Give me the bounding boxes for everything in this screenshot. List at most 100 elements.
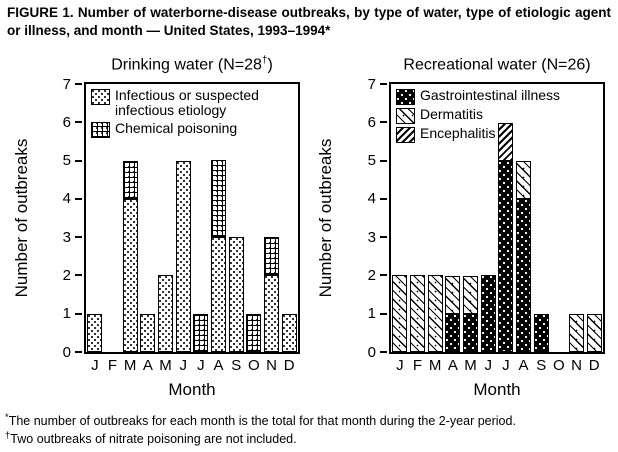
bar-segment-gi (498, 161, 514, 352)
plot-area: Infectious or suspected infectious etiol… (84, 82, 300, 354)
x-tick-label: N (571, 357, 582, 374)
bar-segment-gi (516, 199, 531, 352)
bar (122, 161, 138, 352)
x-tick-label: S (536, 357, 547, 374)
bar (193, 314, 209, 352)
legend-label: Encephalitis (420, 125, 496, 141)
x-tick-label: A (447, 357, 458, 374)
y-tick-mark (380, 312, 387, 315)
bar (533, 314, 549, 352)
x-tick-label: O (248, 357, 260, 374)
bar-segment-dermatitis (445, 276, 461, 314)
bar-segment-infectious (87, 314, 103, 352)
bar-segment-dermatitis (569, 314, 584, 352)
bar (392, 275, 408, 352)
bar-segment-infectious (228, 237, 244, 352)
y-tick-mark (75, 121, 82, 124)
legend-item: Chemical poisoning (91, 120, 287, 138)
y-tick-label: 7 (367, 75, 376, 93)
x-tick-label: M (464, 357, 477, 374)
bar-segment-chemical (193, 314, 209, 352)
y-tick-label: 6 (62, 113, 71, 131)
x-tick-label: F (107, 357, 118, 374)
x-tick-label: D (588, 357, 600, 374)
x-tick-label: A (142, 357, 153, 374)
bar (480, 275, 496, 352)
y-tick: 1 (36, 305, 82, 323)
legend-swatch-infectious (91, 89, 110, 105)
y-tick: 6 (341, 113, 387, 131)
chart-title-text: ) (585, 56, 591, 74)
bar-segment-gi (480, 275, 496, 352)
y-tick-mark (75, 197, 82, 200)
bar (516, 161, 531, 352)
x-tick-label: A (213, 357, 224, 374)
legend-label: Dermatitis (420, 106, 484, 122)
y-tick-label: 5 (62, 152, 71, 170)
y-tick-mark (75, 159, 82, 162)
y-tick-mark (380, 159, 387, 162)
legend-item: Infectious or suspected infectious etiol… (91, 87, 287, 119)
footnote-text: Two outbreaks of nitrate poisoning are n… (10, 431, 297, 446)
y-tick-mark (380, 83, 387, 85)
bar-segment-encephalitis (498, 123, 514, 161)
x-tick-label: S (231, 357, 242, 374)
footnote-marker: * (5, 412, 9, 423)
y-tick-mark (75, 351, 82, 353)
y-tick-mark (380, 351, 387, 353)
chart-title-text: Drinking water (N=28 (111, 56, 262, 74)
legend-item: Dermatitis (396, 106, 560, 124)
bar (264, 237, 279, 352)
x-tick-label: A (518, 357, 529, 374)
y-tick-label: 3 (62, 228, 71, 246)
y-tick-label: 7 (62, 75, 71, 93)
y-axis-ticks: 0 1 2 3 4 5 6 7 (36, 76, 82, 361)
x-tick-label: M (123, 357, 137, 374)
bar (140, 314, 156, 352)
y-tick-mark (75, 83, 82, 85)
chart-title-text: Recreational water (N=26 (403, 56, 586, 74)
bar (228, 237, 244, 352)
y-tick-label: 2 (367, 266, 376, 284)
x-axis-label: Month (168, 380, 216, 399)
bar-segment-chemical (246, 314, 262, 352)
y-tick: 5 (341, 152, 387, 170)
y-axis-ticks: 0 1 2 3 4 5 6 7 (341, 76, 387, 361)
y-tick: 3 (36, 228, 82, 246)
y-tick-label: 5 (367, 152, 376, 170)
footnote-asterisk: *The number of outbreaks for each month … (5, 412, 615, 430)
x-tick-label: J (91, 357, 99, 374)
legend-swatch-chemical (91, 121, 110, 138)
bar-segment-gi (445, 314, 461, 352)
x-tick-label: J (502, 357, 510, 374)
footnote-text: The number of outbreaks for each month i… (8, 414, 516, 429)
y-tick-mark (380, 274, 387, 277)
y-tick: 7 (341, 75, 387, 93)
x-tick-label: M (428, 357, 442, 374)
bar (281, 314, 297, 352)
bar-segment-gi (463, 314, 478, 352)
bar-segment-infectious (122, 199, 138, 352)
y-axis-label: Number of outbreaks (316, 138, 335, 298)
bar (246, 314, 262, 352)
legend-item: Encephalitis (396, 125, 560, 143)
y-tick-label: 0 (367, 343, 376, 361)
bar (410, 275, 425, 352)
y-tick: 0 (341, 343, 387, 361)
bar-segment-dermatitis (410, 275, 425, 352)
y-tick-mark (75, 236, 82, 239)
legend-item: Gastrointestinal illness (396, 87, 560, 105)
bar (498, 123, 514, 352)
y-tick-mark (75, 312, 82, 315)
x-tick-label: J (179, 357, 187, 374)
bar-segment-dermatitis (463, 276, 478, 314)
legend: Gastrointestinal illness Dermatitis Enceph… (396, 87, 560, 145)
y-axis-label: Number of outbreaks (12, 138, 31, 298)
x-tick-label: J (484, 357, 492, 374)
y-tick: 2 (341, 266, 387, 284)
y-tick-label: 6 (367, 113, 376, 131)
bar-segment-infectious (211, 237, 226, 352)
bar-segment-dermatitis (427, 275, 443, 352)
